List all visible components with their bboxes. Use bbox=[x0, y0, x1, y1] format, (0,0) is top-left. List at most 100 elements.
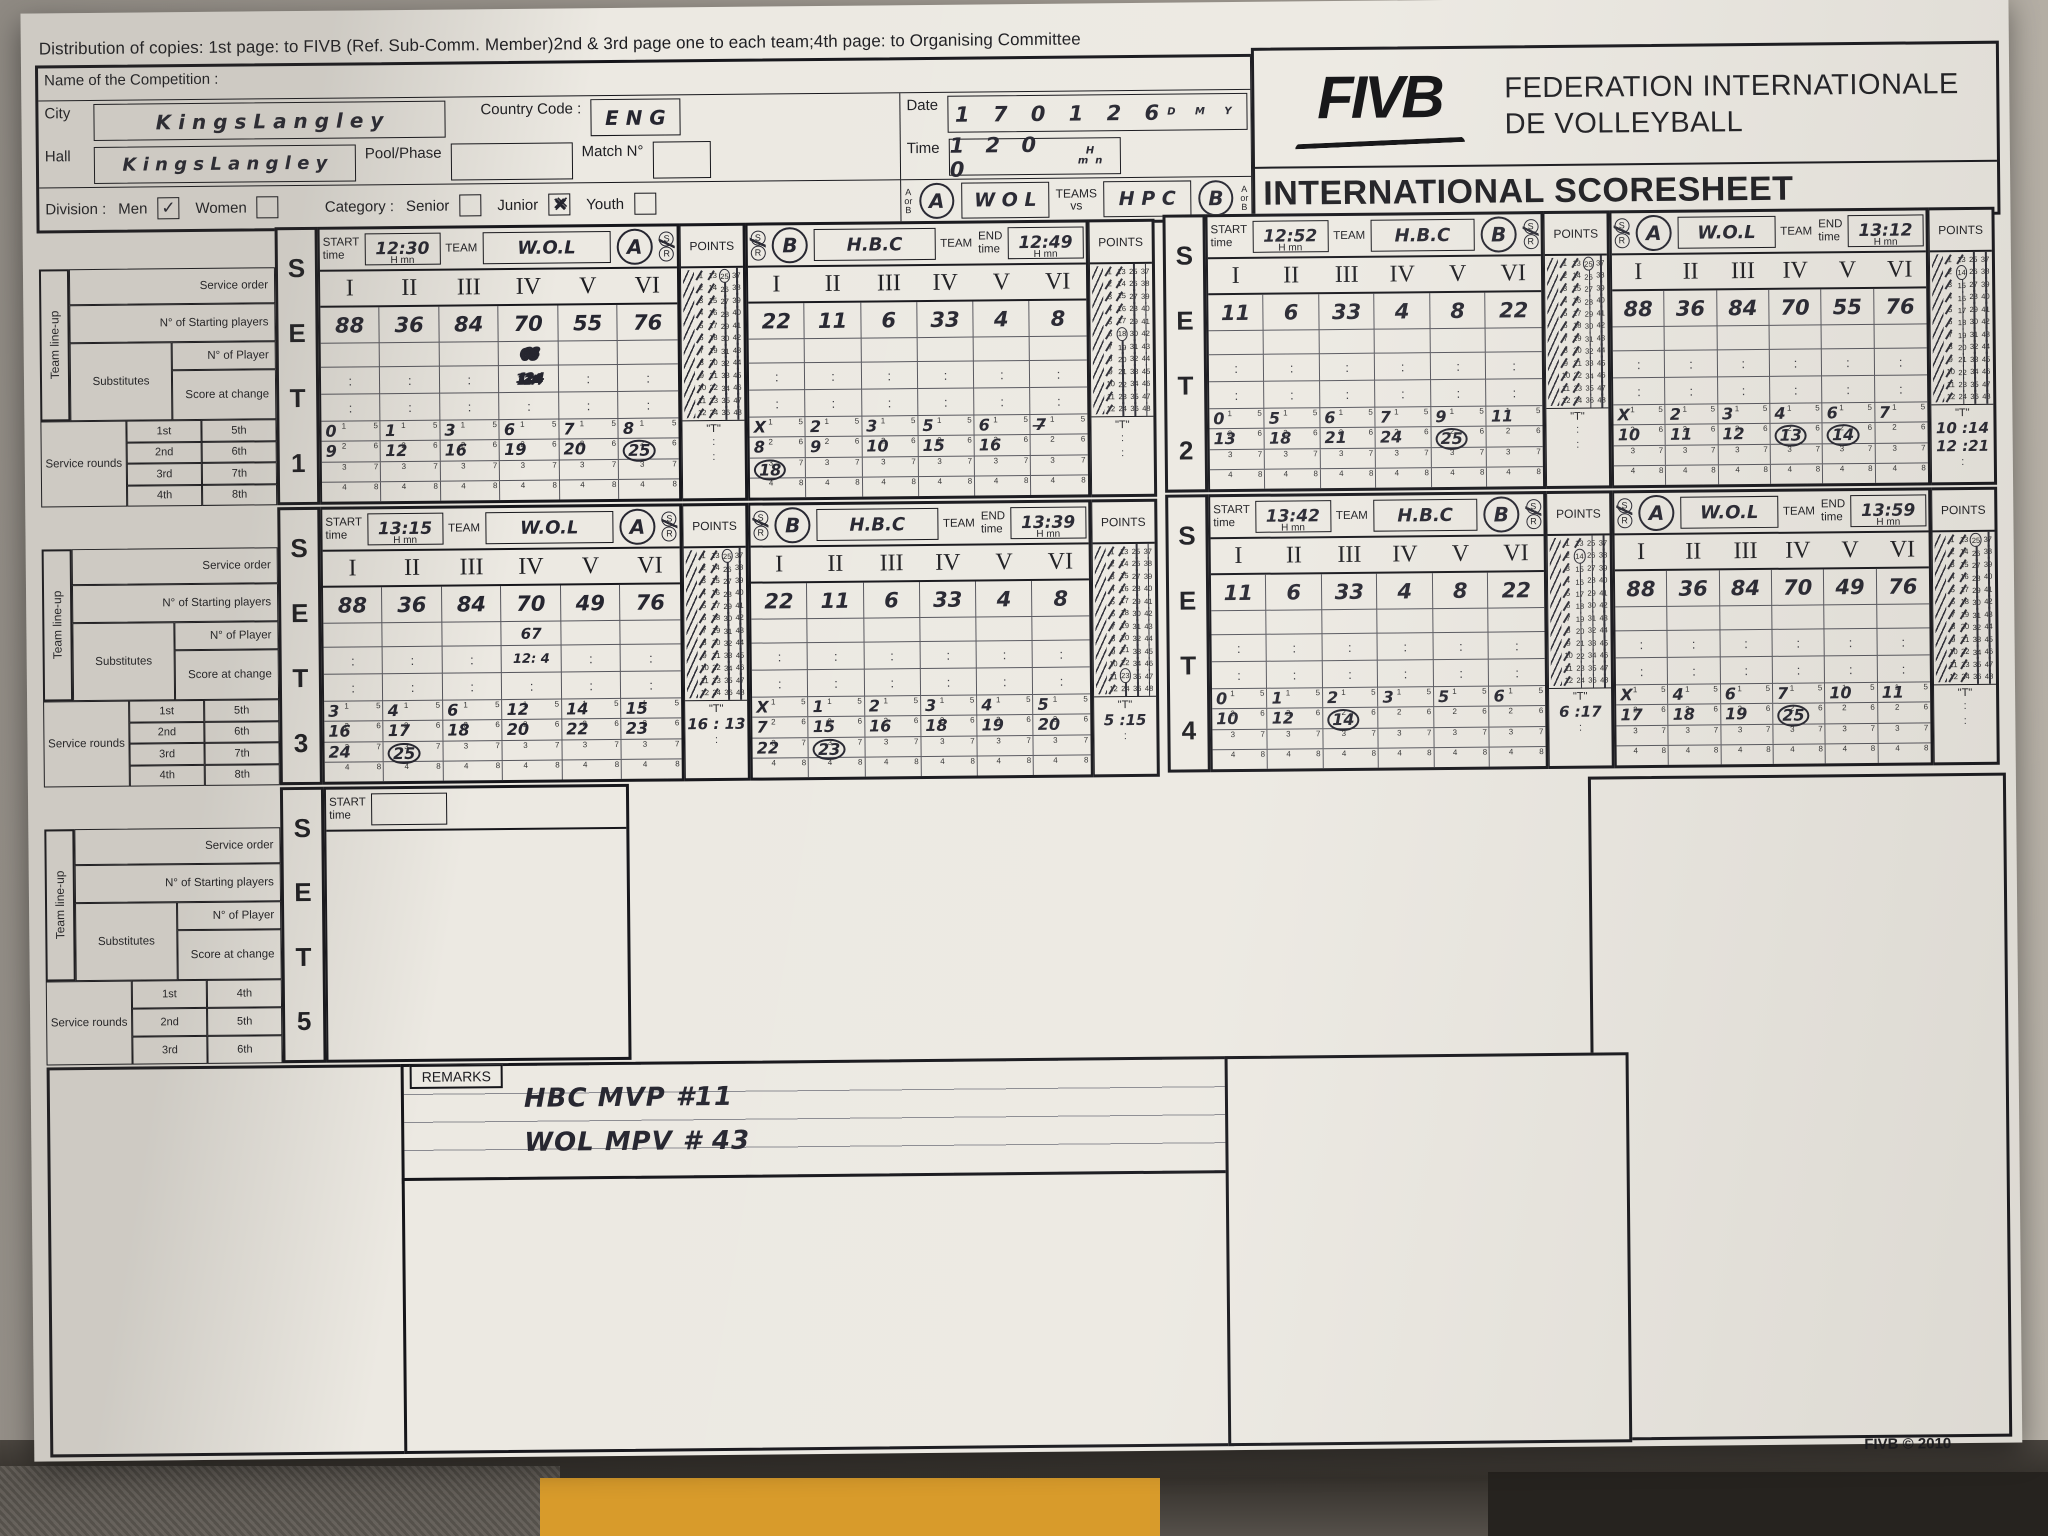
substitute-cell bbox=[1377, 609, 1434, 634]
point-number: 13 bbox=[1572, 258, 1581, 268]
point-number: 12 bbox=[697, 408, 707, 418]
corner-number: 4 bbox=[1895, 743, 1900, 753]
point-number: 13 bbox=[1119, 546, 1129, 556]
point-number: 19 bbox=[1573, 333, 1582, 343]
substitute-cell bbox=[1030, 336, 1087, 361]
handwritten-value: 68 bbox=[519, 344, 537, 363]
corner-number: 5 bbox=[1762, 403, 1768, 413]
corner-number: 6 bbox=[554, 719, 560, 729]
t-label: "T" bbox=[706, 422, 721, 436]
roman-numeral: II bbox=[1685, 538, 1702, 565]
corner-number: 8 bbox=[1371, 748, 1377, 758]
timeout-score: 12 :21 bbox=[1936, 436, 1990, 456]
points-label: POINTS bbox=[680, 225, 744, 269]
handwritten-value: 88 bbox=[334, 312, 365, 338]
corner-number: 4 bbox=[463, 761, 469, 771]
corner-number: 3 bbox=[1895, 723, 1900, 733]
handwritten-value: 7 bbox=[1777, 683, 1789, 703]
corner-number: 3 bbox=[937, 456, 942, 466]
service-cell: 2 6 15 bbox=[918, 435, 975, 456]
score-change-row: :::::: bbox=[751, 640, 1090, 671]
corner-number: 8 bbox=[675, 759, 680, 769]
point-number: 5 bbox=[1947, 583, 1959, 596]
roman-numeral: II bbox=[827, 550, 844, 577]
points-numbers: 1 2 3 4 5 6 7 8 9 10 11 12 13 14 15 16 17 18 19 20 21 22 23 24 2… bbox=[1547, 535, 1612, 690]
handwritten-value: 23 bbox=[625, 718, 649, 739]
point-number: 6 bbox=[1107, 608, 1119, 621]
handwritten-value: 4 bbox=[1774, 403, 1786, 423]
point-number: 24 bbox=[1121, 684, 1130, 694]
r-circle: R bbox=[659, 246, 675, 262]
score-change-cell: : bbox=[1665, 377, 1719, 405]
corner-number: 6 bbox=[970, 715, 975, 725]
corner-number: 7 bbox=[1424, 447, 1429, 457]
corner-number: 2 bbox=[1842, 703, 1847, 713]
score-change-cell: : bbox=[1433, 632, 1490, 661]
team-label: TEAM bbox=[940, 237, 973, 250]
score-change-cell: : bbox=[808, 669, 865, 698]
corner-number: 3 bbox=[1633, 725, 1638, 735]
corner-number: 1 bbox=[1449, 406, 1455, 416]
dotted-lines: : bbox=[1123, 730, 1127, 743]
corner-number: 6 bbox=[1368, 427, 1374, 437]
corner-number: 7 bbox=[433, 461, 438, 471]
corner-number: 1 bbox=[768, 417, 773, 427]
country-code-label: Country Code : bbox=[480, 100, 582, 119]
service-cell: 1 5 6 bbox=[443, 700, 503, 720]
handwritten-value: 4 bbox=[1394, 298, 1410, 323]
time-label: Time bbox=[906, 139, 940, 158]
handwritten-value: 33 bbox=[1331, 299, 1362, 324]
match-header: Name of the Competition : City K i n g s… bbox=[34, 53, 1255, 234]
point-number: 6 bbox=[1947, 596, 1959, 609]
substitutes-label: Substitutes bbox=[72, 622, 176, 702]
handwritten-value: 3 bbox=[444, 420, 456, 440]
point-number: 10 bbox=[700, 663, 709, 673]
handwritten-value: 2 bbox=[1669, 404, 1682, 424]
team-letter-circle: B bbox=[1483, 496, 1520, 533]
score-change-cell: : bbox=[323, 647, 384, 675]
point-number: 21 bbox=[1960, 634, 1970, 644]
handwritten-value: 19 bbox=[504, 440, 527, 460]
score-at-change-label: Score at change bbox=[174, 649, 280, 701]
handwritten-value: 76 bbox=[1888, 573, 1918, 599]
lineup-cell: 33 bbox=[919, 581, 977, 619]
substitute-row bbox=[1615, 604, 1930, 632]
roman-numeral: V bbox=[581, 553, 600, 580]
point-number: 5 bbox=[1104, 315, 1116, 328]
corner-number: 7 bbox=[1083, 734, 1089, 744]
corner-number: 6 bbox=[1536, 426, 1541, 436]
federation-title: FEDERATION INTERNATIONALE DE VOLLEYBALL bbox=[1504, 67, 1959, 141]
corner-number: 5 bbox=[492, 420, 497, 430]
point-number: 9 bbox=[699, 649, 711, 662]
remarks-label: REMARKS bbox=[409, 1064, 504, 1089]
score-change-cell: : bbox=[1615, 657, 1669, 686]
point-number: 9 bbox=[1560, 357, 1572, 370]
lineup-cell: 84 bbox=[439, 306, 500, 343]
corner-number: 8 bbox=[376, 761, 382, 772]
corner-number: 4 bbox=[937, 476, 943, 486]
handwritten-value: 10 bbox=[1617, 425, 1641, 445]
substitute-row bbox=[1208, 328, 1542, 356]
lineup-cell: 22 bbox=[1488, 572, 1545, 609]
corner-number: 4 bbox=[1735, 464, 1740, 474]
score-at-change-label: Score at change bbox=[171, 369, 277, 421]
corner-number: 3 bbox=[1839, 443, 1845, 453]
corner-number: 8 bbox=[1081, 475, 1086, 485]
point-number: 25 bbox=[1970, 532, 1982, 548]
floor-texture bbox=[0, 1466, 560, 1536]
substitute-cell bbox=[805, 338, 862, 364]
dotted-lines: :: bbox=[712, 436, 716, 464]
